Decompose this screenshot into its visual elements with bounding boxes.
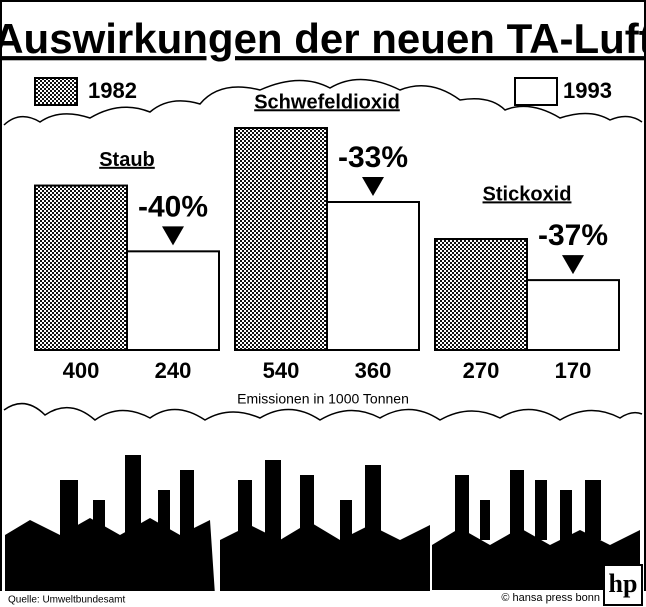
bar	[435, 239, 527, 350]
value-label: 240	[155, 358, 192, 383]
value-label: 400	[63, 358, 100, 383]
logo: hp	[609, 569, 638, 598]
change-label: -37%	[538, 219, 608, 252]
change-label: -33%	[338, 141, 408, 174]
category-label: Schwefeldioxid	[254, 91, 400, 113]
bar	[327, 202, 419, 350]
change-arrow	[162, 226, 184, 245]
value-label: 540	[263, 358, 300, 383]
credit: © hansa press bonn	[501, 592, 600, 604]
legend-swatch	[35, 78, 77, 105]
value-label: 170	[555, 358, 592, 383]
page: Auswirkungen der neuen TA-Luft Emissione…	[0, 0, 646, 607]
value-label: 360	[355, 358, 392, 383]
chart-title: Auswirkungen der neuen TA-Luft	[0, 15, 646, 62]
legend-label: 1982	[88, 78, 137, 103]
x-axis-label: Emissionen in 1000 Tonnen	[237, 391, 409, 407]
bar	[35, 186, 127, 350]
factories	[5, 455, 640, 595]
legend-swatch	[515, 78, 557, 105]
change-arrow	[362, 177, 384, 196]
category-label: Stickoxid	[483, 183, 572, 205]
bar	[527, 280, 619, 350]
change-arrow	[562, 255, 584, 274]
category-label: Staub	[99, 149, 155, 171]
value-label: 270	[463, 358, 500, 383]
bar	[235, 128, 327, 350]
legend-label: 1993	[563, 78, 612, 103]
change-label: -40%	[138, 190, 208, 223]
bar	[127, 251, 219, 350]
source: Quelle: Umweltbundesamt	[8, 595, 125, 606]
chart: Auswirkungen der neuen TA-Luft Emissione…	[0, 0, 646, 607]
